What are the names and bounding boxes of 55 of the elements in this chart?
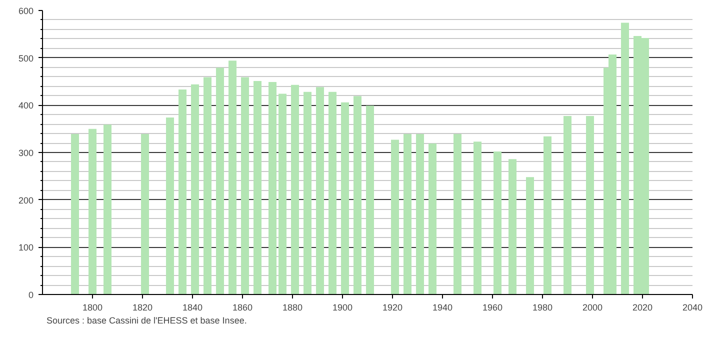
x-tick-label: 1980 xyxy=(532,302,553,312)
source-note: Sources : base Cassini de l'EHESS et base Insee. xyxy=(46,316,247,326)
bar xyxy=(104,124,112,294)
bar xyxy=(341,102,349,294)
x-tick-label: 1880 xyxy=(282,302,303,312)
bar xyxy=(428,144,436,294)
bar xyxy=(241,77,249,294)
bar xyxy=(178,90,186,294)
bar xyxy=(304,92,312,294)
bar xyxy=(228,60,236,294)
x-tick-label: 1820 xyxy=(132,302,153,312)
bar xyxy=(508,159,516,294)
bar xyxy=(166,117,174,294)
bar xyxy=(216,68,224,294)
y-tick-label: 300 xyxy=(18,148,34,158)
bar xyxy=(366,106,374,294)
bar xyxy=(564,116,572,294)
x-tick-label: 2020 xyxy=(632,302,653,312)
bar xyxy=(204,77,212,294)
y-tick-label: 400 xyxy=(18,100,34,111)
bar xyxy=(474,142,482,294)
bar xyxy=(268,82,276,294)
x-tick-label: 1860 xyxy=(232,302,253,312)
bar xyxy=(544,136,552,294)
x-tick-label: 2000 xyxy=(582,302,603,312)
bar xyxy=(354,96,362,294)
y-tick-label: 600 xyxy=(18,6,34,16)
x-tick-label: 1920 xyxy=(382,302,403,312)
bar xyxy=(391,140,399,294)
bar xyxy=(278,94,286,294)
bar xyxy=(416,134,424,294)
x-tick-label: 1800 xyxy=(82,302,103,312)
x-tick-label: 2040 xyxy=(682,302,703,312)
bar xyxy=(586,116,594,294)
y-tick-label: 200 xyxy=(18,195,34,206)
bar xyxy=(254,81,262,294)
x-tick-label: 1840 xyxy=(182,302,203,312)
x-tick-label: 1960 xyxy=(482,302,503,312)
bar xyxy=(316,87,324,294)
bar xyxy=(526,177,534,294)
bar xyxy=(328,92,336,294)
bar xyxy=(494,152,502,294)
y-tick-label: 0 xyxy=(28,290,34,300)
x-tick-label: 1940 xyxy=(432,302,453,312)
bar xyxy=(291,84,299,294)
bar xyxy=(141,134,149,294)
bar xyxy=(454,134,462,294)
y-tick-label: 500 xyxy=(18,53,34,64)
bar xyxy=(191,84,199,294)
y-tick-label: 100 xyxy=(18,242,34,253)
bar xyxy=(621,22,629,294)
x-tick-label: 1900 xyxy=(332,302,353,312)
bar xyxy=(404,134,412,294)
bar xyxy=(71,134,79,294)
bar xyxy=(88,128,96,294)
